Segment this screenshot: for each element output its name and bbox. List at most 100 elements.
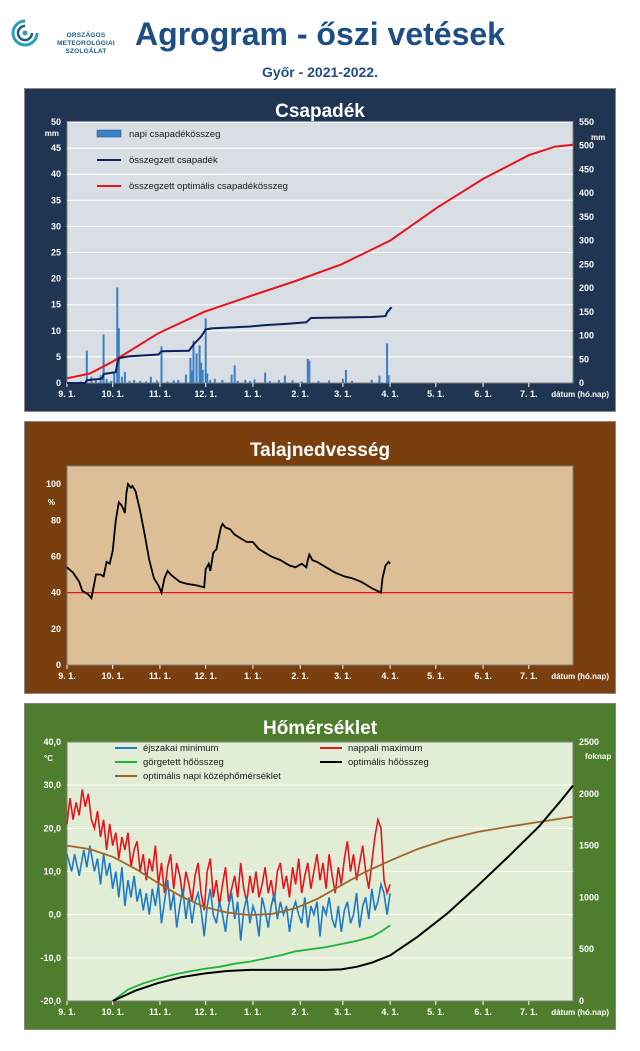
soil-moisture-panel: Talajnedvesség 9. 1. 10. 1. 11. 1. 12. 1. 1. … — [24, 421, 616, 694]
x-axis-label: dátum (hó.nap) — [551, 1008, 609, 1017]
precip-bar — [253, 379, 256, 383]
x-tick-label: 7. 1. — [520, 389, 538, 399]
precip-bar — [145, 381, 148, 383]
precip-bar — [221, 379, 224, 383]
optimal-heat-sum-line — [112, 784, 574, 1002]
precip-bar — [370, 379, 373, 383]
x-tick-label: 2. 1. — [291, 1007, 309, 1017]
x-tick-label: 6. 1. — [474, 671, 492, 681]
precip-bar — [264, 372, 267, 383]
legend-swatch-bar — [96, 129, 122, 138]
precip-bar — [236, 380, 239, 383]
x-tick-label: 5. 1. — [427, 671, 445, 681]
y-tick-label: 40 — [51, 588, 61, 598]
y-tick-label: 60 — [51, 551, 61, 561]
x-axis-label: dátum (hó.nap) — [551, 672, 609, 681]
legend-label: görgetett hőösszeg — [143, 757, 224, 768]
y-tick-label: 80 — [51, 515, 61, 525]
precip-bar — [177, 379, 180, 383]
chart-title: Csapadék — [275, 101, 365, 122]
page-title: Agrogram - őszi vetések — [135, 16, 505, 52]
y2-tick-label: 2000 — [579, 789, 599, 799]
precip-bar — [308, 360, 311, 383]
precip-bar — [192, 340, 195, 383]
legend-label: nappali maximum — [348, 743, 423, 754]
precip-bar — [213, 378, 216, 383]
precip-bar — [198, 345, 201, 383]
precip-bar — [195, 353, 198, 383]
precip-bar — [102, 334, 105, 383]
y-axis-label: °C — [44, 754, 53, 763]
precip-bar — [128, 380, 131, 383]
legend-label: éjszakai minimum — [143, 743, 219, 754]
y-axis-label: mm — [45, 129, 59, 138]
x-tick-label: 11. 1. — [149, 671, 171, 681]
x-tick-label: 1. 1. — [244, 389, 262, 399]
x-tick-label: 7. 1. — [520, 1007, 538, 1017]
optimal-cumulative-precip-line — [66, 143, 574, 380]
x-tick-label: 10. 1. — [101, 1007, 124, 1017]
optimal-mean-temp-line — [66, 815, 574, 917]
precip-bar — [149, 376, 152, 383]
y2-tick-label: 200 — [579, 283, 594, 293]
x-tick-label: 11. 1. — [149, 389, 171, 399]
precip-bar — [378, 375, 381, 383]
y2-tick-label: 550 — [579, 117, 594, 127]
chart-title: Hőmérséklet — [263, 718, 378, 739]
precip-bar — [189, 357, 192, 383]
precip-bar — [248, 380, 251, 383]
precip-bar — [317, 380, 320, 383]
y2-tick-label: 2500 — [579, 737, 599, 747]
precip-bar — [209, 379, 212, 383]
y2-axis-label: mm — [591, 133, 605, 142]
logo-line: METEOROLÓGIAI — [57, 40, 115, 47]
x-tick-label: 6. 1. — [474, 1007, 492, 1017]
x-tick-label: 4. 1. — [381, 671, 399, 681]
x-tick-label: 3. 1. — [334, 1007, 352, 1017]
precipitation-chart: Csapadék 9. 1. 10. 1. 11. 1. 12. 1. 1. 1. 2. 1… — [45, 101, 610, 399]
legend-label: optimális napi középhőmérséklet — [143, 771, 281, 782]
y2-tick-label: 0 — [579, 996, 584, 1006]
x-tick-label: 1. 1. — [244, 1007, 262, 1017]
logo-line: SZOLGÁLAT — [65, 48, 107, 55]
x-tick-label: 10. 1. — [101, 671, 124, 681]
y2-tick-label: 500 — [579, 141, 594, 151]
precip-bar — [341, 378, 344, 383]
precip-bar — [110, 380, 113, 383]
omsz-logo: ORSZÁGOS METEOROLÓGIAI SZOLGÁLAT — [10, 14, 130, 58]
precip-bar — [328, 380, 331, 383]
x-tick-label: 3. 1. — [334, 671, 352, 681]
y2-tick-label: 150 — [579, 307, 594, 317]
x-tick-label: 10. 1. — [101, 389, 124, 399]
y-tick-label: 30,0 — [43, 780, 61, 790]
precip-bar — [201, 369, 204, 383]
precip-bar — [166, 381, 169, 383]
x-tick-label: 2. 1. — [291, 671, 309, 681]
precip-bar — [200, 362, 203, 383]
y-tick-label: 25 — [51, 248, 61, 258]
precip-bar — [184, 374, 187, 383]
precip-bar — [190, 370, 193, 383]
precip-bar — [94, 380, 97, 383]
y-tick-label: 5 — [56, 352, 61, 362]
precip-bar — [306, 358, 309, 383]
precip-bar — [268, 380, 271, 383]
legend-label: napi csapadékösszeg — [129, 129, 220, 140]
precip-bar — [230, 374, 233, 383]
precip-bar — [351, 380, 354, 383]
precip-bar — [387, 375, 390, 383]
y-tick-label: 0,0 — [48, 910, 61, 920]
y-tick-label: 40,0 — [43, 737, 61, 747]
x-tick-label: 12. 1. — [194, 389, 217, 399]
y-tick-label: 30 — [51, 221, 61, 231]
y-tick-label: 20,0 — [43, 823, 61, 833]
y-tick-label: 0 — [56, 378, 61, 388]
y2-tick-label: 400 — [579, 188, 594, 198]
precip-bar — [344, 369, 347, 383]
y-tick-label: 45 — [51, 143, 61, 153]
x-tick-label: 4. 1. — [381, 389, 399, 399]
precip-bar — [277, 379, 280, 383]
x-tick-label: 9. 1. — [58, 389, 76, 399]
x-tick-label: 9. 1. — [58, 671, 76, 681]
y-tick-label: 40 — [51, 169, 61, 179]
